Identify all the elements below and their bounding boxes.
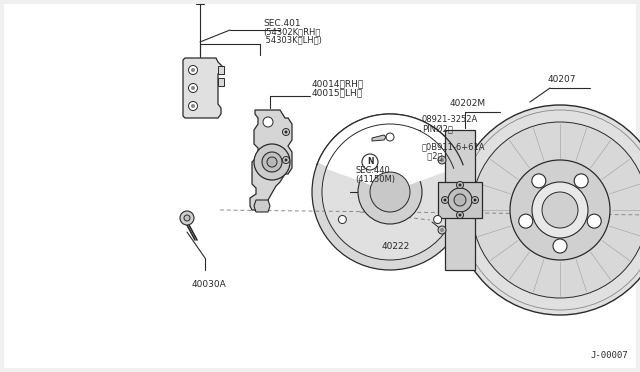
Circle shape bbox=[262, 152, 282, 172]
Circle shape bbox=[510, 160, 610, 260]
Circle shape bbox=[444, 199, 447, 202]
Text: 40014〈RH〉: 40014〈RH〉 bbox=[312, 79, 364, 88]
Circle shape bbox=[456, 212, 463, 218]
Circle shape bbox=[454, 194, 466, 206]
Circle shape bbox=[456, 182, 463, 189]
Circle shape bbox=[438, 156, 446, 164]
Circle shape bbox=[386, 133, 394, 141]
Wedge shape bbox=[326, 124, 454, 192]
Circle shape bbox=[370, 172, 410, 212]
Wedge shape bbox=[317, 114, 462, 192]
Polygon shape bbox=[250, 110, 292, 210]
Text: J-00007: J-00007 bbox=[590, 351, 628, 360]
Circle shape bbox=[180, 211, 194, 225]
Text: 〈2〉: 〈2〉 bbox=[422, 151, 442, 160]
Circle shape bbox=[254, 144, 290, 180]
Circle shape bbox=[438, 226, 446, 234]
Circle shape bbox=[442, 196, 449, 203]
Circle shape bbox=[263, 117, 273, 127]
Polygon shape bbox=[254, 200, 270, 212]
Text: PINØ2〉: PINØ2〉 bbox=[422, 124, 453, 133]
Circle shape bbox=[267, 157, 277, 167]
Circle shape bbox=[312, 114, 468, 270]
Text: SEC.440: SEC.440 bbox=[355, 166, 390, 175]
Circle shape bbox=[339, 215, 346, 224]
Bar bbox=[438, 182, 482, 218]
Text: N: N bbox=[367, 157, 373, 167]
Circle shape bbox=[322, 124, 458, 260]
Circle shape bbox=[189, 65, 198, 74]
Polygon shape bbox=[372, 135, 386, 141]
Circle shape bbox=[282, 157, 289, 164]
Circle shape bbox=[184, 215, 190, 221]
Circle shape bbox=[519, 214, 532, 228]
Text: 40202M: 40202M bbox=[450, 99, 486, 108]
Bar bbox=[218, 66, 224, 74]
Circle shape bbox=[458, 183, 461, 186]
Text: 54303K〈LH〉): 54303K〈LH〉) bbox=[263, 35, 322, 44]
Text: 40030A: 40030A bbox=[192, 280, 227, 289]
Bar bbox=[445, 130, 475, 270]
Text: (54302K〈RH〉: (54302K〈RH〉 bbox=[263, 27, 321, 36]
Text: SEC.401: SEC.401 bbox=[263, 19, 301, 28]
Circle shape bbox=[458, 214, 461, 217]
Text: 08921-3252A: 08921-3252A bbox=[422, 115, 478, 124]
Circle shape bbox=[472, 122, 640, 298]
Circle shape bbox=[472, 196, 479, 203]
Text: 40015〈LH〉: 40015〈LH〉 bbox=[312, 88, 363, 97]
Circle shape bbox=[189, 102, 198, 110]
Text: 40207: 40207 bbox=[548, 75, 577, 84]
Circle shape bbox=[455, 105, 640, 315]
Circle shape bbox=[285, 158, 287, 161]
Circle shape bbox=[474, 199, 477, 202]
Circle shape bbox=[440, 228, 444, 232]
Circle shape bbox=[358, 160, 422, 224]
Circle shape bbox=[191, 104, 195, 108]
Circle shape bbox=[282, 128, 289, 135]
Circle shape bbox=[542, 192, 578, 228]
Polygon shape bbox=[183, 58, 222, 118]
Circle shape bbox=[191, 86, 195, 90]
Circle shape bbox=[574, 174, 588, 188]
Circle shape bbox=[532, 182, 588, 238]
Circle shape bbox=[191, 68, 195, 72]
Circle shape bbox=[588, 214, 601, 228]
Circle shape bbox=[440, 158, 444, 162]
Circle shape bbox=[448, 188, 472, 212]
Text: ⓝ0B911-6+61A: ⓝ0B911-6+61A bbox=[422, 142, 486, 151]
Circle shape bbox=[189, 83, 198, 93]
Circle shape bbox=[285, 131, 287, 134]
Circle shape bbox=[362, 154, 378, 170]
Text: 40222: 40222 bbox=[382, 242, 410, 251]
Text: (41150M): (41150M) bbox=[355, 175, 395, 184]
Bar bbox=[218, 78, 224, 86]
Circle shape bbox=[434, 215, 442, 224]
Circle shape bbox=[553, 239, 567, 253]
Circle shape bbox=[532, 174, 546, 188]
